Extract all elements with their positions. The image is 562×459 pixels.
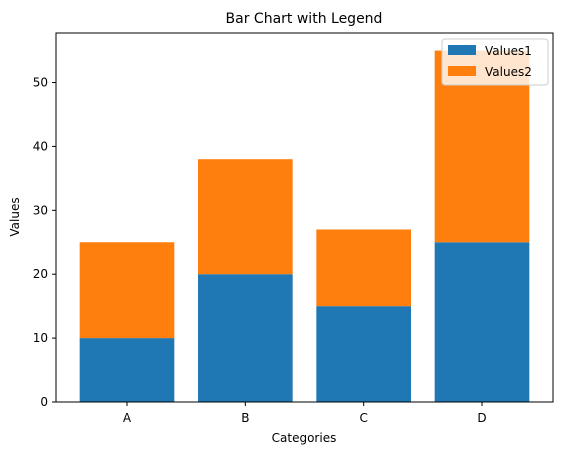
legend-label-1: Values1 [485,44,532,58]
bar-1-c [316,306,411,402]
y-axis-label: Values [8,197,22,236]
axes-frame [55,32,554,403]
bar-1-a [79,338,175,402]
y-tick-label: 30 [33,203,48,217]
bar-1-d [434,242,530,402]
x-axis: A B C D [123,402,487,425]
y-tick-label: 10 [33,331,48,345]
x-tick-label: B [241,411,249,425]
y-axis: 0 10 20 30 40 50 [33,76,56,409]
x-tick-label: C [359,411,367,425]
x-tick-label: D [477,411,486,425]
bar-2-a [79,242,175,339]
y-tick-label: 20 [33,267,48,281]
chart-title: Bar Chart with Legend [226,11,383,27]
bar-1-b [198,274,293,402]
y-tick-label: 40 [33,139,48,153]
y-tick-label: 50 [33,76,48,90]
bar-2-c [316,229,411,307]
legend-swatch-1 [448,45,476,55]
legend-swatch-2 [448,66,476,76]
legend: Values1 Values2 [441,38,549,86]
x-tick-label: A [123,411,132,425]
bar-2-b [198,159,293,275]
x-axis-label: Categories [272,431,337,445]
y-tick-label: 0 [40,395,48,409]
legend-label-2: Values2 [485,65,532,79]
